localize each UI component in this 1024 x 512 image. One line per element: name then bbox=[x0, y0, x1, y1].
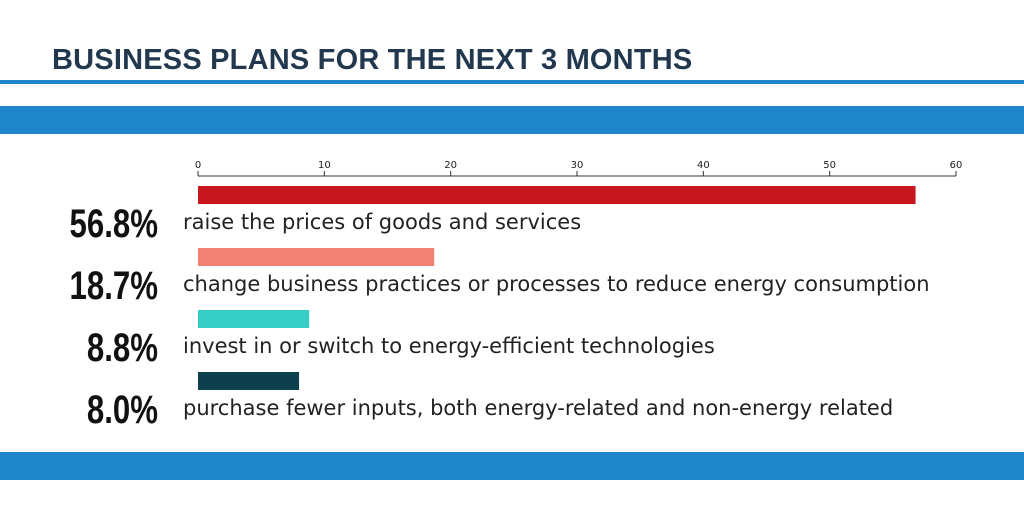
x-axis: 0 10 20 30 40 50 60 bbox=[195, 160, 963, 177]
title-underline bbox=[0, 80, 1024, 84]
x-tick-label: 50 bbox=[823, 160, 836, 171]
bottom-band bbox=[0, 452, 1024, 480]
x-tick-label: 10 bbox=[318, 160, 331, 171]
value-label: 56.8% bbox=[70, 201, 158, 246]
category-label: raise the prices of goods and services bbox=[183, 210, 581, 234]
value-label: 18.7% bbox=[70, 263, 158, 308]
bar bbox=[198, 372, 300, 390]
value-label: 8.0% bbox=[87, 387, 158, 432]
bar bbox=[198, 310, 310, 328]
bar bbox=[198, 248, 435, 266]
x-tick-label: 30 bbox=[571, 160, 584, 171]
category-label: invest in or switch to energy-efficient … bbox=[183, 334, 715, 358]
top-band bbox=[0, 106, 1024, 134]
bars: 56.8% raise the prices of goods and servi… bbox=[70, 186, 930, 432]
x-tick-label: 0 bbox=[195, 160, 201, 171]
value-label: 8.8% bbox=[87, 325, 158, 370]
x-tick-label: 60 bbox=[950, 160, 963, 171]
chart-title: BUSINESS PLANS FOR THE NEXT 3 MONTHS bbox=[52, 44, 693, 76]
category-label: purchase fewer inputs, both energy-relat… bbox=[183, 396, 893, 420]
category-label: change business practices or processes t… bbox=[183, 272, 930, 296]
bar bbox=[198, 186, 916, 204]
x-tick-label: 20 bbox=[444, 160, 457, 171]
x-tick-label: 40 bbox=[697, 160, 710, 171]
